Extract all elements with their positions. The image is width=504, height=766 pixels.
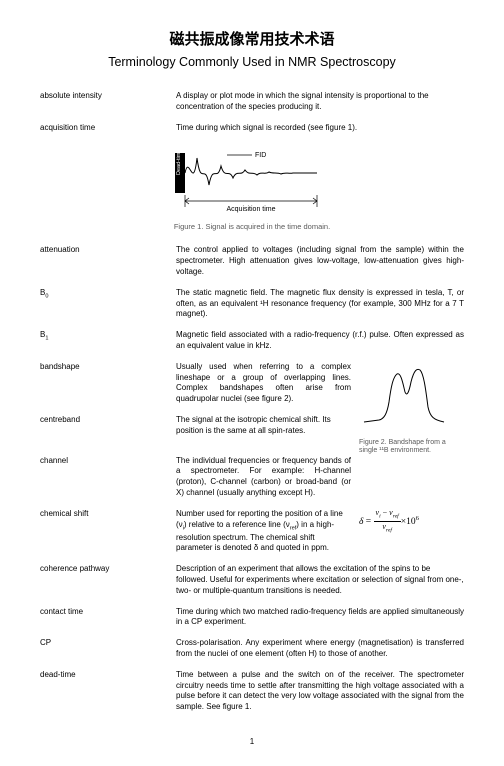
bandshape-block: bandshape Usually used when referring to… [40, 362, 464, 456]
entry-cp: CP Cross-polarisation. Any experiment wh… [40, 638, 464, 660]
entry-bandshape: bandshape Usually used when referring to… [40, 362, 351, 405]
term-label: CP [40, 638, 176, 660]
term-label: channel [40, 456, 176, 499]
term-def: The individual frequencies or frequency … [176, 456, 351, 499]
term-def: Description of an experiment that allows… [176, 564, 464, 596]
term-label: coherence pathway [40, 564, 176, 596]
term-label: centreband [40, 415, 176, 437]
bandshape-icon [359, 362, 449, 432]
term-label: absolute intensity [40, 91, 176, 113]
title-chinese: 磁共振成像常用技术术语 [40, 28, 464, 49]
fid-plot-icon: Dead-time FID Acquisition time [157, 143, 347, 213]
figure-1: Dead-time FID Acquisition time [40, 143, 464, 218]
figure-1-caption: Figure 1. Signal is acquired in the time… [40, 222, 464, 231]
term-def: Usually used when referring to a complex… [176, 362, 351, 405]
term-label: attenuation [40, 245, 176, 277]
entry-coherence-pathway: coherence pathway Description of an expe… [40, 564, 464, 596]
entry-chemical-shift: chemical shift Number used for reporting… [40, 509, 464, 555]
term-label: B1 [40, 330, 176, 352]
entry-b1: B1 Magnetic field associated with a radi… [40, 330, 464, 352]
title-english: Terminology Commonly Used in NMR Spectro… [40, 55, 464, 69]
entry-channel: channel The individual frequencies or fr… [40, 456, 464, 499]
term-def: Magnetic field associated with a radio-f… [176, 330, 464, 352]
term-label: bandshape [40, 362, 176, 405]
term-def: Cross-polarisation. Any experiment where… [176, 638, 464, 660]
term-def: A display or plot mode in which the sign… [176, 91, 464, 113]
entry-absolute-intensity: absolute intensity A display or plot mod… [40, 91, 464, 113]
entry-acquisition-time: acquisition time Time during which signa… [40, 123, 464, 134]
figure-2: Figure 2. Bandshape from a single ¹¹B en… [351, 362, 464, 456]
term-def: The signal at the isotropic chemical shi… [176, 415, 351, 437]
entry-b0: B0 The static magnetic field. The magnet… [40, 288, 464, 320]
entry-dead-time: dead-time Time between a pulse and the s… [40, 670, 464, 713]
entry-centreband: centreband The signal at the isotropic c… [40, 415, 351, 437]
term-label: contact time [40, 607, 176, 629]
acq-label: Acquisition time [226, 206, 275, 213]
deadtime-label: Dead-time [176, 150, 182, 175]
entry-attenuation: attenuation The control applied to volta… [40, 245, 464, 277]
fid-label: FID [255, 152, 266, 159]
term-label: dead-time [40, 670, 176, 713]
entry-contact-time: contact time Time during which two match… [40, 607, 464, 629]
term-def: Time between a pulse and the switch on o… [176, 670, 464, 713]
page: 磁共振成像常用技术术语 Terminology Commonly Used in… [0, 0, 504, 766]
term-def: Number used for reporting the position o… [176, 509, 351, 555]
term-def: Time during which signal is recorded (se… [176, 123, 464, 134]
term-label: B0 [40, 288, 176, 320]
term-def: The control applied to voltages (includi… [176, 245, 464, 277]
figure-2-caption: Figure 2. Bandshape from a single ¹¹B en… [359, 439, 464, 456]
term-def: Time during which two matched radio-freq… [176, 607, 464, 629]
term-label: chemical shift [40, 509, 176, 555]
chemical-shift-formula: δ = νi − νrefνref×106 [351, 509, 464, 555]
term-label: acquisition time [40, 123, 176, 134]
page-number: 1 [40, 737, 464, 746]
term-def: The static magnetic field. The magnetic … [176, 288, 464, 320]
